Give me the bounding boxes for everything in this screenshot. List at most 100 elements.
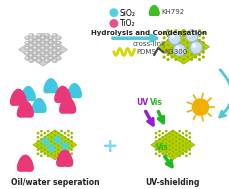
Circle shape: [190, 29, 193, 32]
Circle shape: [194, 56, 197, 59]
Circle shape: [70, 152, 73, 155]
Circle shape: [188, 140, 191, 143]
Circle shape: [188, 148, 191, 151]
Circle shape: [47, 142, 49, 145]
Ellipse shape: [53, 60, 56, 61]
Circle shape: [178, 32, 181, 35]
Circle shape: [70, 132, 73, 135]
Circle shape: [178, 134, 181, 137]
Circle shape: [163, 41, 166, 44]
Ellipse shape: [52, 43, 57, 47]
Circle shape: [40, 146, 43, 149]
Circle shape: [158, 154, 161, 157]
Circle shape: [182, 132, 184, 135]
Ellipse shape: [44, 33, 49, 37]
Circle shape: [50, 148, 53, 151]
Ellipse shape: [49, 57, 52, 59]
Circle shape: [165, 134, 168, 137]
Ellipse shape: [56, 56, 61, 60]
Circle shape: [60, 146, 63, 149]
Circle shape: [185, 130, 188, 132]
Ellipse shape: [25, 52, 28, 54]
Circle shape: [60, 142, 63, 145]
Circle shape: [109, 19, 118, 28]
Circle shape: [182, 140, 184, 143]
Ellipse shape: [25, 36, 28, 38]
Circle shape: [54, 138, 56, 141]
Ellipse shape: [41, 57, 44, 59]
Circle shape: [178, 130, 181, 132]
Ellipse shape: [45, 54, 48, 56]
Circle shape: [70, 140, 73, 143]
Ellipse shape: [25, 42, 28, 43]
Circle shape: [166, 39, 170, 42]
Circle shape: [168, 144, 171, 147]
Ellipse shape: [52, 49, 57, 53]
Circle shape: [166, 53, 170, 56]
Ellipse shape: [52, 38, 57, 42]
Circle shape: [174, 29, 177, 32]
Circle shape: [37, 144, 39, 147]
Ellipse shape: [37, 54, 40, 56]
Ellipse shape: [57, 47, 60, 49]
Circle shape: [175, 152, 178, 155]
Circle shape: [40, 130, 43, 132]
Circle shape: [161, 136, 164, 139]
Circle shape: [174, 34, 177, 37]
Ellipse shape: [52, 54, 57, 58]
Circle shape: [182, 43, 185, 47]
Ellipse shape: [25, 51, 30, 55]
Polygon shape: [44, 79, 58, 93]
Ellipse shape: [25, 41, 30, 45]
Ellipse shape: [29, 34, 32, 36]
Circle shape: [192, 43, 196, 48]
Circle shape: [170, 56, 174, 59]
Polygon shape: [55, 86, 71, 102]
Circle shape: [57, 132, 60, 135]
Circle shape: [64, 144, 66, 147]
Circle shape: [50, 140, 53, 143]
Circle shape: [50, 136, 53, 139]
Ellipse shape: [56, 51, 61, 55]
Circle shape: [57, 144, 60, 147]
Ellipse shape: [29, 39, 32, 41]
Circle shape: [172, 130, 174, 132]
Text: Vis: Vis: [156, 143, 169, 152]
Circle shape: [165, 146, 168, 149]
Ellipse shape: [53, 54, 56, 56]
Circle shape: [178, 56, 181, 59]
Circle shape: [172, 154, 174, 157]
Circle shape: [190, 42, 202, 53]
Circle shape: [202, 36, 205, 40]
Circle shape: [57, 140, 60, 143]
Ellipse shape: [33, 51, 38, 55]
Circle shape: [166, 29, 170, 32]
Ellipse shape: [37, 43, 42, 47]
Circle shape: [190, 48, 193, 51]
Circle shape: [175, 132, 178, 135]
Circle shape: [47, 144, 56, 153]
Circle shape: [40, 134, 43, 137]
Text: UV-shielding: UV-shielding: [146, 178, 200, 187]
Circle shape: [186, 36, 189, 40]
Circle shape: [185, 138, 188, 141]
Circle shape: [60, 138, 63, 141]
Circle shape: [64, 132, 66, 135]
Circle shape: [60, 142, 69, 151]
Circle shape: [178, 36, 181, 40]
Circle shape: [186, 56, 189, 59]
Circle shape: [182, 136, 184, 139]
Ellipse shape: [29, 54, 34, 58]
Circle shape: [185, 150, 188, 153]
Circle shape: [158, 150, 161, 153]
Ellipse shape: [33, 56, 38, 60]
Circle shape: [67, 138, 70, 141]
Ellipse shape: [33, 47, 36, 49]
Ellipse shape: [41, 51, 46, 55]
Ellipse shape: [33, 46, 38, 50]
Polygon shape: [149, 5, 159, 15]
Ellipse shape: [25, 46, 30, 50]
Circle shape: [44, 132, 46, 135]
Circle shape: [166, 43, 170, 47]
Ellipse shape: [53, 49, 56, 51]
